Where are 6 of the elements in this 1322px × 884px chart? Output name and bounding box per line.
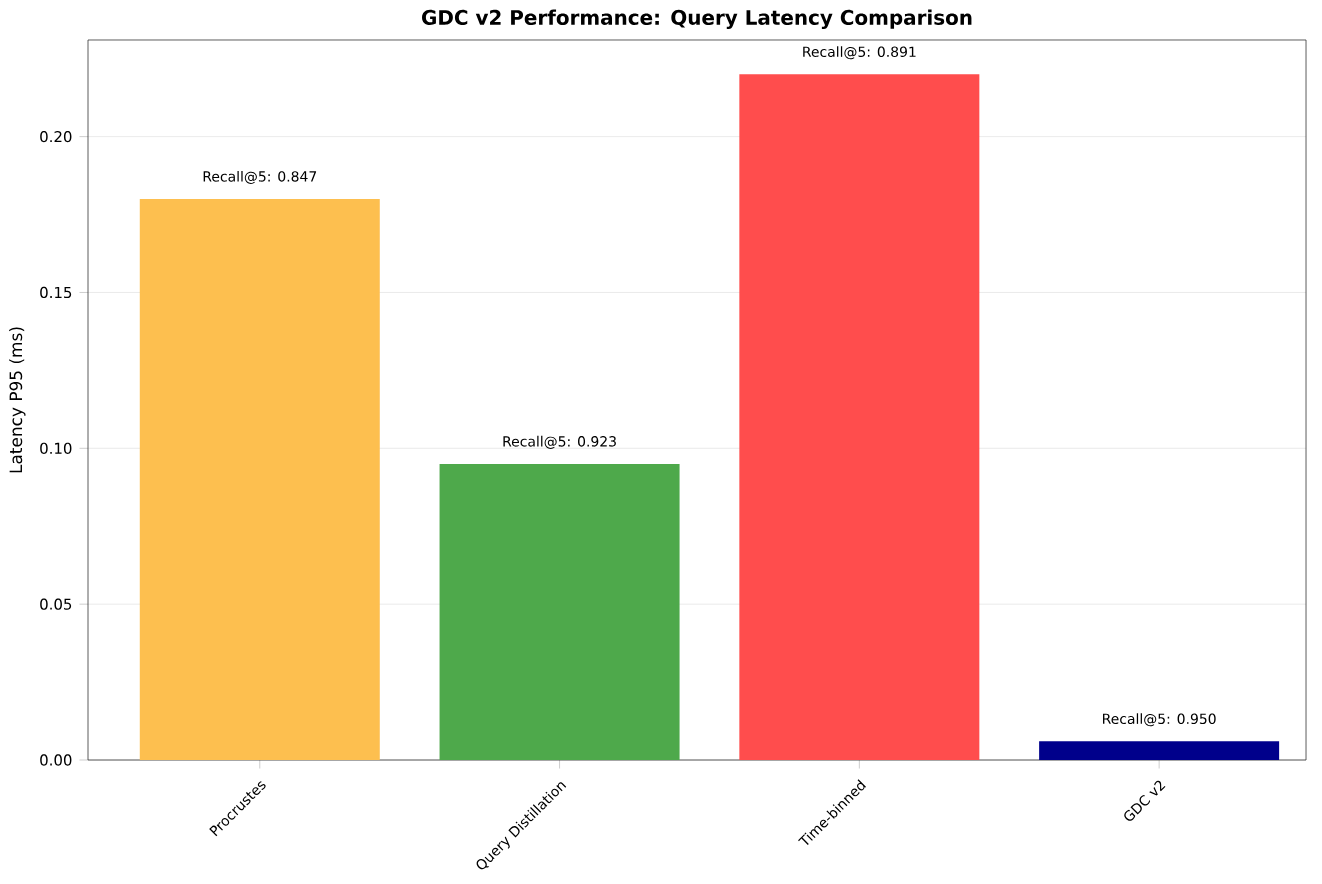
bar	[139, 199, 380, 761]
chart-title: GDC v2 Performance: Query Latency Comparison	[422, 10, 972, 30]
bar	[439, 464, 680, 761]
bar	[1039, 741, 1280, 761]
bar	[739, 74, 980, 761]
y-axis-title: Latency P95 (ms)	[9, 327, 26, 473]
